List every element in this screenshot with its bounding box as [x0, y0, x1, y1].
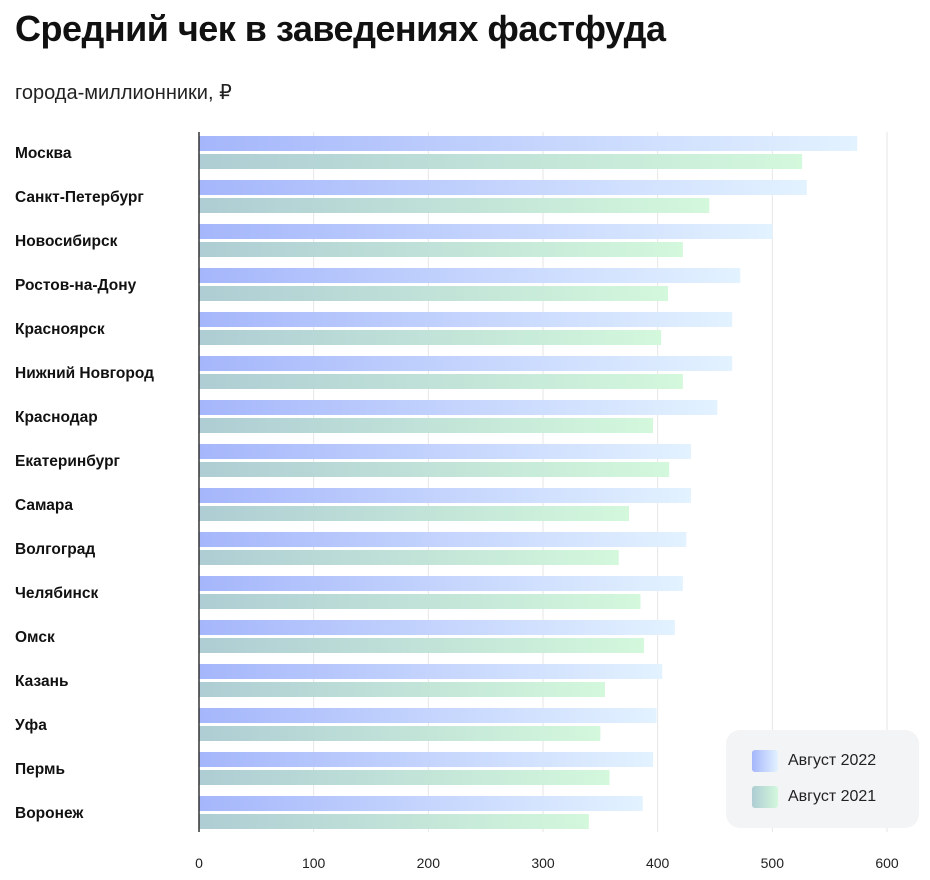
category-label: Ростов-на-Дону	[15, 277, 137, 294]
bar-2021	[199, 286, 668, 301]
bar-2022	[199, 708, 657, 723]
category-label: Самара	[15, 497, 73, 514]
category-label: Москва	[15, 145, 72, 162]
bar-2022	[199, 752, 654, 767]
bar-2021	[199, 770, 610, 785]
legend-item-2021: Август 2021	[752, 786, 876, 808]
bar-2022	[199, 444, 691, 459]
chart-subtitle: города-миллионники, ₽	[15, 82, 232, 104]
category-label: Пермь	[15, 761, 65, 778]
bar-2021	[199, 814, 589, 829]
bar-2022	[199, 356, 733, 371]
legend-swatch-2022	[752, 750, 778, 772]
category-label: Новосибирск	[15, 233, 118, 250]
category-label: Краснодар	[15, 409, 98, 426]
bar-2021	[199, 330, 662, 345]
legend-label-2021: Август 2021	[788, 788, 877, 805]
legend-item-2022: Август 2022	[752, 750, 876, 772]
bar-2022	[199, 796, 643, 811]
bar-2022	[199, 180, 807, 195]
bar-2021	[199, 594, 641, 609]
x-tick-label: 0	[195, 855, 203, 871]
bar-2021	[199, 198, 710, 213]
bar-2022	[199, 532, 687, 547]
bar-2021	[199, 462, 670, 477]
bar-2022	[199, 224, 773, 239]
bar-2021	[199, 550, 619, 565]
chart-title: Средний чек в заведениях фастфуда	[15, 8, 666, 49]
bar-2021	[199, 242, 683, 257]
legend: Август 2022 Август 2021	[726, 730, 919, 828]
category-label: Красноярск	[15, 321, 105, 338]
bar-2022	[199, 400, 718, 415]
x-tick-label: 300	[531, 855, 555, 871]
bar-2022	[199, 576, 683, 591]
bar-2022	[199, 312, 733, 327]
category-label: Омск	[15, 629, 55, 646]
bar-2022	[199, 664, 663, 679]
x-tick-label: 600	[875, 855, 899, 871]
category-label: Санкт-Петербург	[15, 189, 144, 206]
x-tick-label: 100	[302, 855, 326, 871]
category-label: Уфа	[15, 717, 47, 734]
bar-2021	[199, 154, 803, 169]
category-label: Челябинск	[15, 585, 98, 602]
x-tick-label: 500	[761, 855, 785, 871]
bar-2021	[199, 682, 605, 697]
bar-2022	[199, 136, 858, 151]
legend-swatch-2021	[752, 786, 778, 808]
bar-2021	[199, 418, 654, 433]
category-label: Казань	[15, 673, 68, 690]
bar-2021	[199, 374, 683, 389]
bar-2021	[199, 506, 629, 521]
bar-2022	[199, 488, 691, 503]
x-tick-label: 400	[646, 855, 670, 871]
bar-2022	[199, 620, 675, 635]
category-label: Екатеринбург	[15, 453, 121, 470]
bar-2021	[199, 638, 644, 653]
x-tick-label: 200	[417, 855, 441, 871]
bar-2022	[199, 268, 741, 283]
category-label: Волгоград	[15, 541, 95, 558]
category-label: Воронеж	[15, 805, 84, 822]
bar-2021	[199, 726, 601, 741]
legend-label-2022: Август 2022	[788, 752, 877, 769]
category-label: Нижний Новгород	[15, 365, 154, 382]
